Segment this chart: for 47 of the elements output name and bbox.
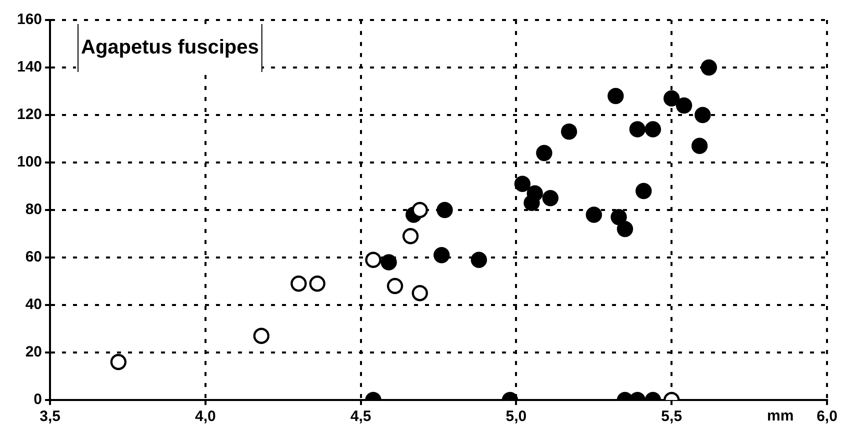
y-tick-label: 60: [25, 248, 42, 266]
point: [676, 97, 692, 114]
point: [434, 247, 450, 264]
x-tick-label: 4,0: [194, 408, 216, 426]
point: [542, 190, 558, 206]
point: [610, 209, 627, 226]
point: [380, 254, 397, 270]
x-tick-label: 4,5: [350, 408, 372, 426]
y-tick-label: 140: [16, 58, 42, 76]
point: [644, 121, 662, 138]
point: [386, 278, 404, 294]
point: [616, 220, 634, 238]
point: [560, 124, 578, 140]
point: [608, 88, 624, 104]
point: [253, 328, 270, 344]
x-axis-title: mm: [767, 408, 794, 425]
point: [365, 252, 382, 268]
x-tick-label: 5,0: [506, 408, 527, 426]
y-tick-label: 80: [25, 201, 42, 218]
x-tick-label: 6,0: [816, 408, 838, 426]
point: [536, 144, 552, 162]
y-tick-label: 100: [16, 154, 42, 171]
x-tick-label: 3,5: [40, 408, 60, 426]
point: [586, 206, 602, 223]
point: [636, 182, 652, 200]
point: [629, 121, 646, 138]
y-tick-label: 20: [25, 344, 42, 361]
point: [700, 59, 717, 76]
x-tick-label: 5,5: [661, 408, 682, 426]
point: [110, 354, 126, 370]
point: [290, 276, 307, 292]
point: [309, 276, 326, 292]
y-tick-label: 0: [34, 391, 42, 408]
y-tick-label: 160: [16, 11, 42, 28]
point: [691, 138, 708, 154]
point: [694, 106, 711, 124]
point: [514, 176, 531, 192]
text: Agapetus fuscipes: [81, 36, 259, 59]
point: [436, 202, 453, 218]
point: [524, 194, 540, 211]
y-tick-label: 40: [25, 296, 42, 314]
point: [412, 202, 428, 218]
point: [470, 252, 488, 268]
point: [412, 285, 428, 302]
point: [402, 228, 419, 244]
point: [664, 90, 680, 106]
y-tick-label: 120: [16, 106, 42, 124]
